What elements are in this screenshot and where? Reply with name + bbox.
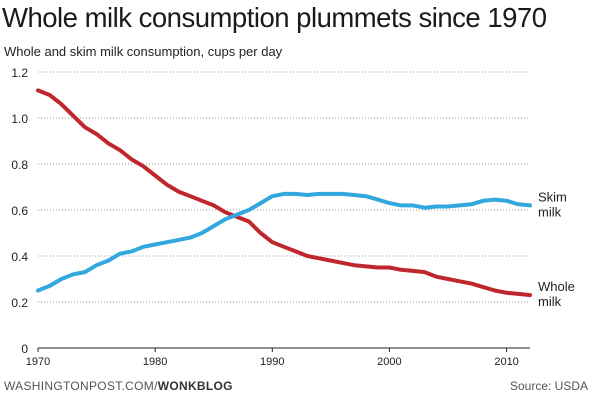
x-tick-label: 1980 [143, 356, 167, 368]
y-tick-label: 0.2 [11, 296, 28, 310]
credit-site: WASHINGTONPOST.COM/ [4, 379, 158, 393]
series-label: milk [538, 294, 562, 309]
y-tick-label: 1.2 [11, 66, 28, 80]
chart-title: Whole milk consumption plummets since 19… [2, 2, 547, 33]
y-tick-label: 0 [21, 342, 28, 356]
series-label: Skim [538, 189, 567, 204]
credit-blog: WONKBLOG [157, 379, 233, 393]
series-label: milk [538, 204, 562, 219]
chart-subtitle: Whole and skim milk consumption, cups pe… [4, 44, 283, 59]
x-tick-label: 2000 [377, 356, 401, 368]
x-tick-label: 1970 [26, 356, 50, 368]
series-label: Whole [538, 279, 575, 294]
footer-credit: WASHINGTONPOST.COM/WONKBLOG [4, 379, 233, 393]
y-tick-label: 0.6 [11, 204, 28, 218]
x-tick-label: 1990 [260, 356, 284, 368]
y-tick-label: 0.4 [11, 250, 28, 264]
x-tick-label: 2010 [494, 356, 518, 368]
series-line-whole-milk [36, 88, 532, 298]
y-tick-label: 0.8 [11, 158, 28, 172]
series-line-skim-milk [36, 191, 532, 293]
y-tick-label: 1.0 [11, 112, 28, 126]
source-note: Source: USDA [509, 379, 588, 393]
